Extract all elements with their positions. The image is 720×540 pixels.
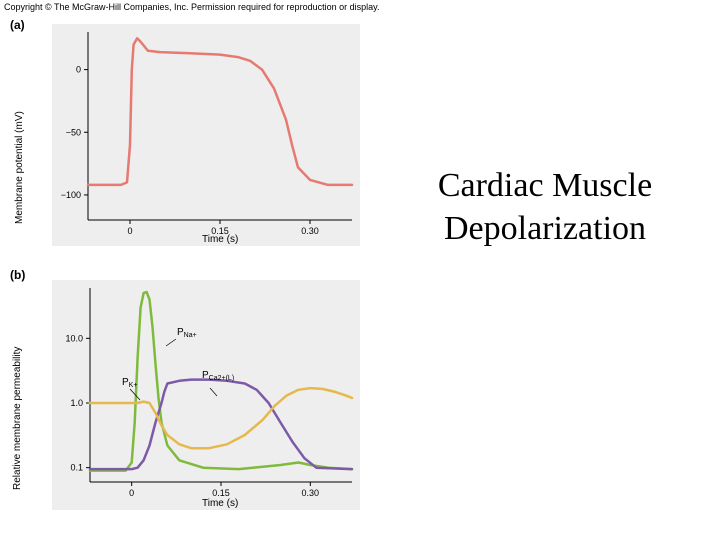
svg-text:10.0: 10.0 [65, 333, 83, 343]
svg-text:0.1: 0.1 [70, 463, 83, 473]
slide-title-line1: Cardiac Muscle [438, 167, 652, 204]
svg-text:0: 0 [127, 226, 132, 236]
svg-text:0.30: 0.30 [302, 488, 320, 498]
svg-text:0.15: 0.15 [212, 488, 230, 498]
svg-text:1.0: 1.0 [70, 398, 83, 408]
svg-text:0: 0 [76, 65, 81, 75]
slide-title: Cardiac Muscle Depolarization [375, 165, 715, 250]
panel-a-label: (a) [10, 18, 25, 32]
chart-panel-a: (a) Membrane potential (mV) −100−50000.1… [52, 24, 360, 246]
slide-title-line2: Depolarization [444, 210, 646, 247]
svg-text:PK+: PK+ [122, 377, 137, 389]
svg-text:−50: −50 [66, 127, 81, 137]
chart-panel-b: (b) Relative membrane permeability 0.11.… [52, 280, 360, 510]
panel-b-ylabel: Relative membrane permeability [12, 347, 23, 490]
copyright-notice: Copyright © The McGraw-Hill Companies, I… [4, 2, 379, 12]
panel-a-plot: −100−50000.150.30 [52, 24, 360, 246]
panel-b-xlabel: Time (s) [202, 498, 238, 509]
panel-a-ylabel: Membrane potential (mV) [14, 111, 25, 224]
panel-b-label: (b) [10, 268, 25, 282]
svg-text:PNa+: PNa+ [177, 327, 197, 339]
svg-text:0: 0 [129, 488, 134, 498]
svg-text:−100: −100 [61, 190, 81, 200]
panel-b-plot: 0.1 1.0 10.0 0 0.15 0.30 PK+ PNa+ PCa2+(L) [52, 280, 360, 510]
svg-text:0.30: 0.30 [301, 226, 319, 236]
panel-a-xlabel: Time (s) [202, 234, 238, 245]
svg-text:PCa2+(L): PCa2+(L) [202, 370, 234, 382]
